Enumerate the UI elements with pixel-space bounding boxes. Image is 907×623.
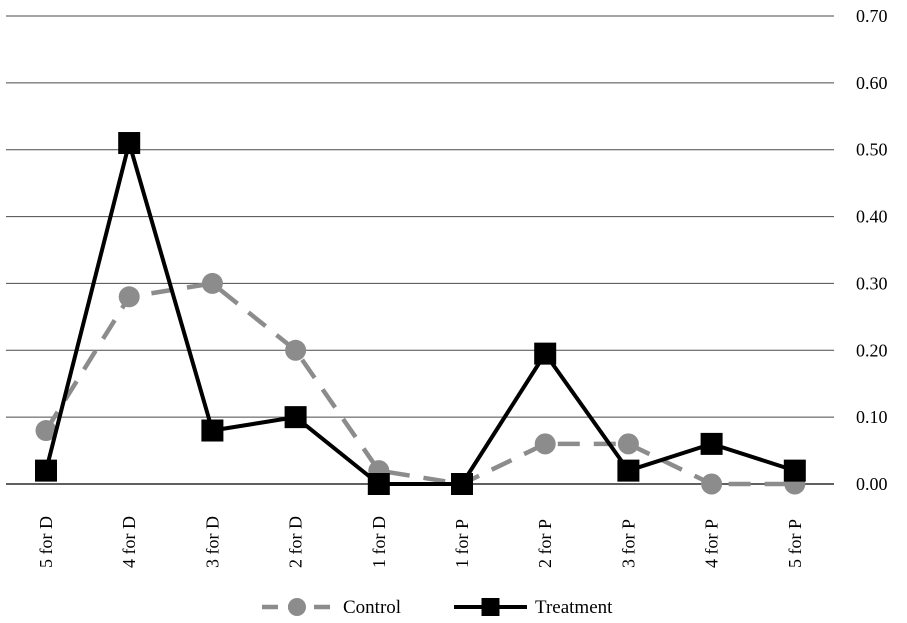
data-point: [701, 473, 723, 495]
x-tick-label: 4 for D: [119, 516, 139, 568]
x-tick-label: 1 for D: [369, 516, 389, 568]
x-tick-label: 2 for P: [535, 519, 555, 568]
legend-label: Treatment: [535, 597, 613, 618]
data-point: [35, 420, 57, 442]
x-tick-label: 2 for D: [286, 516, 306, 568]
y-tick-label: 0.10: [856, 407, 888, 427]
y-tick-label: 0.00: [856, 474, 888, 494]
legend-label: Control: [343, 597, 401, 618]
legend: Control Treatment: [262, 597, 613, 618]
x-tick-label: 4 for P: [702, 519, 722, 568]
data-point: [534, 342, 557, 365]
series-layer: [35, 132, 806, 495]
data-point: [700, 432, 723, 455]
y-tick-label: 0.70: [856, 6, 888, 26]
y-tick-label: 0.20: [856, 340, 888, 360]
data-point: [451, 473, 473, 495]
x-tick-label: 5 for D: [36, 516, 56, 568]
data-point: [201, 419, 224, 442]
x-tick-label: 3 for D: [202, 516, 222, 568]
data-point: [534, 433, 556, 455]
data-point: [617, 459, 640, 482]
y-tick-label: 0.50: [856, 140, 888, 160]
legend-marker: [481, 598, 500, 616]
x-tick-label: 1 for P: [452, 519, 472, 568]
y-axis-ticks: 0.00 0.10 0.20 0.30 0.40 0.50 0.60 0.70: [856, 6, 888, 494]
x-tick-label: 3 for P: [618, 519, 638, 568]
x-axis-ticks: 5 for D 4 for D 3 for D 2 for D 1 for D 1 for…: [36, 516, 805, 568]
y-tick-label: 0.60: [856, 73, 888, 93]
y-tick-label: 0.30: [856, 273, 888, 293]
legend-marker: [288, 598, 306, 616]
data-point: [284, 406, 307, 429]
series-line: [44, 141, 796, 486]
data-point: [118, 132, 141, 155]
data-point: [201, 272, 223, 294]
data-point: [285, 339, 307, 361]
data-point: [367, 473, 390, 495]
data-point: [118, 286, 140, 308]
data-point: [783, 459, 806, 482]
data-point: [35, 459, 57, 482]
gridlines: [6, 15, 834, 485]
y-tick-label: 0.40: [856, 207, 888, 227]
x-tick-label: 5 for P: [785, 519, 805, 568]
data-point: [617, 433, 639, 455]
